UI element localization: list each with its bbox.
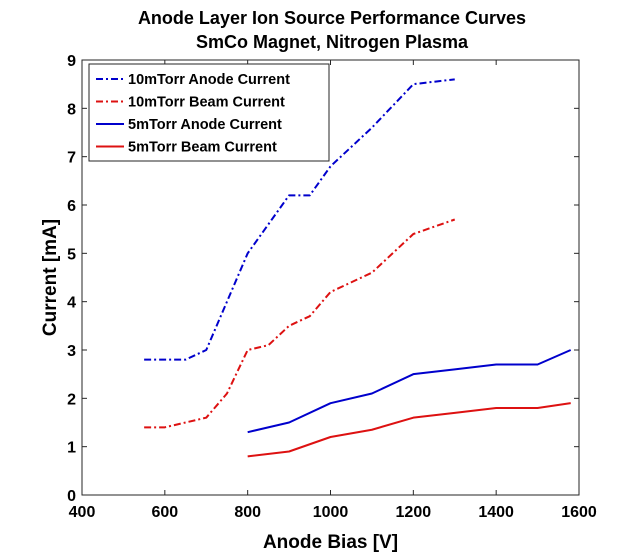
y-tick-label: 8 (67, 101, 76, 118)
series-line-4 (247, 402, 571, 458)
series-line-3 (247, 349, 572, 434)
series-layer (144, 78, 572, 458)
y-axis-label: Current [mA] (40, 219, 61, 336)
x-tick-label: 1400 (478, 504, 514, 521)
y-tick-label: 6 (67, 198, 76, 215)
x-tick-label: 1200 (396, 504, 432, 521)
legend-box (88, 63, 330, 162)
tick-layer: 400 600 800 1000 1200 1400 1600 0 1 2 3 4 5 6 7 8 9 (67, 53, 597, 521)
x-tick-label: 400 (69, 504, 96, 521)
y-tick-label: 5 (67, 246, 76, 263)
legend-entries: 10mTorr Anode Current 10mTorr Beam Curren… (96, 72, 290, 156)
x-tick-label: 800 (234, 504, 261, 521)
y-tick-label: 9 (67, 53, 76, 70)
chart-title: Anode Layer Ion Source Performance Curve… (138, 8, 526, 28)
legend-label-1: 10mTorr Anode Current (128, 72, 290, 88)
y-tick-label: 1 (67, 440, 76, 457)
x-tick-label: 600 (151, 504, 178, 521)
x-axis-label: Anode Bias [V] (263, 532, 398, 553)
y-tick-label: 2 (67, 391, 76, 408)
legend: 10mTorr Anode Current 10mTorr Beam Curren… (88, 63, 330, 162)
y-tick-label: 4 (67, 295, 76, 312)
x-tick-label: 1000 (313, 504, 349, 521)
y-tick-label: 3 (67, 343, 76, 360)
series-line-2 (144, 218, 456, 429)
y-tick-label: 0 (67, 488, 76, 505)
series-line-1 (144, 78, 455, 361)
x-tick-label: 1600 (561, 504, 597, 521)
legend-label-3: 5mTorr Anode Current (128, 117, 282, 133)
y-tick-label: 7 (67, 150, 76, 167)
chart-subtitle: SmCo Magnet, Nitrogen Plasma (196, 32, 469, 52)
legend-label-2: 10mTorr Beam Current (128, 95, 285, 111)
legend-label-4: 5mTorr Beam Current (128, 140, 277, 156)
